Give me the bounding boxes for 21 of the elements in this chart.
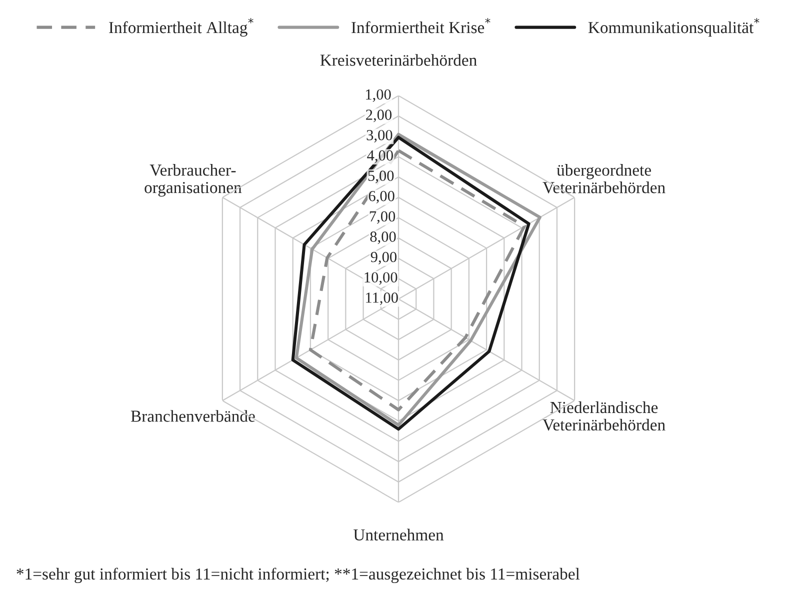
spoke-label: Branchenverbände <box>130 410 255 422</box>
legend-label: Informiertheit Alltag$^{*}$ <box>109 18 254 37</box>
y-tick-label: 4,00 <box>367 150 393 163</box>
spoke-label: Niederländische Veterinärbehörden <box>542 401 666 431</box>
y-tick-label: 2,00 <box>366 110 392 122</box>
spoke-label: übergeordnete Veterinärbehörden <box>542 164 666 194</box>
y-tick-label: 9,00 <box>370 252 396 264</box>
y-tick-label: 5,00 <box>368 170 394 184</box>
y-tick-label: 1,00 <box>366 89 391 102</box>
y-tick-label: 6,00 <box>368 190 394 204</box>
y-tick-label: 11,00 <box>366 292 398 306</box>
spoke-label: Verbraucher- organisationen <box>144 164 242 197</box>
y-tick-label: 10,00 <box>364 272 398 285</box>
y-tick-label: 7,00 <box>370 211 396 224</box>
legend-label: Informiertheit Krise$^{*}$ <box>352 18 490 34</box>
text: *1=sehr gut informiert bis 11=nicht informiert; **1=ausgezeichnet bis 11=miserabel <box>16 568 580 584</box>
y-tick-label: 3,00 <box>366 130 392 142</box>
y-tick-label: 8,00 <box>370 232 396 244</box>
spoke-label: Unternehmen <box>353 528 444 541</box>
spoke-label: Kreisveterinärbehörden <box>320 54 477 66</box>
legend-label: Kommunikationsqualität$^{*}$ <box>588 18 760 37</box>
